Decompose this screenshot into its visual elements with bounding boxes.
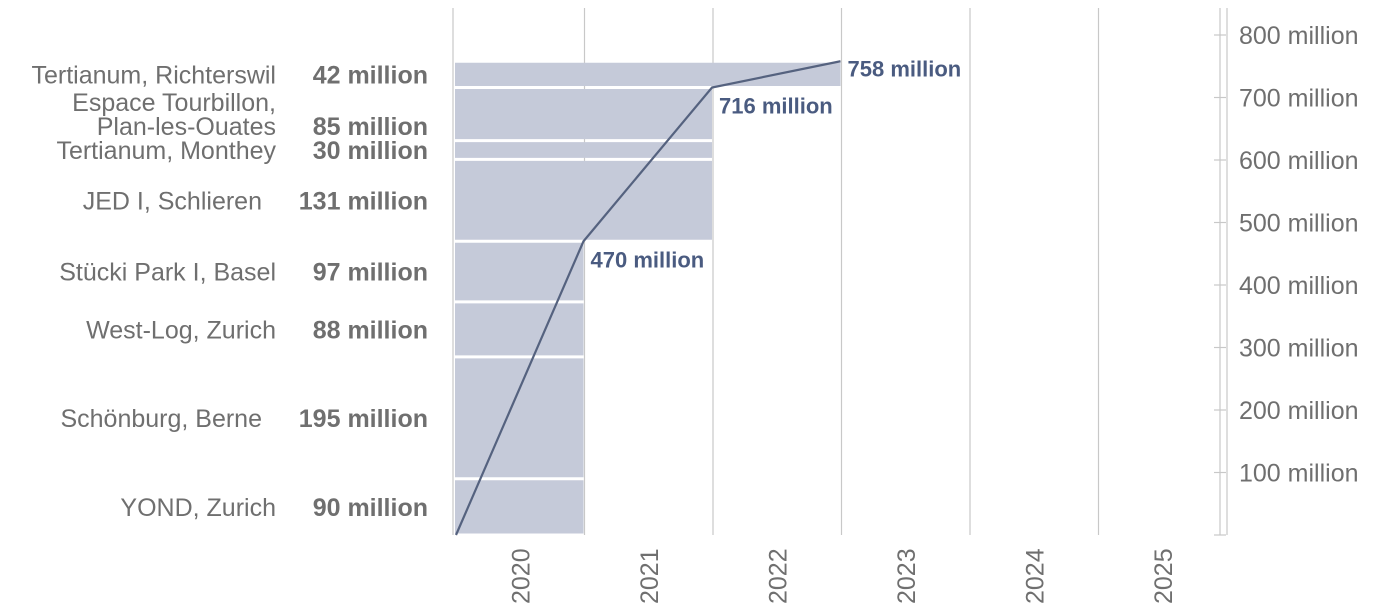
project-bar	[455, 142, 712, 158]
project-bar	[455, 62, 841, 86]
project-bar	[455, 480, 584, 534]
project-name-label: Tertianum, Richterswil	[31, 61, 276, 89]
cumulative-line	[454, 60, 841, 536]
x-axis: 2020 2021 2022 2023 2024 2025	[507, 548, 1178, 604]
y-axis-tick-label: 600 million	[1239, 147, 1359, 175]
project-amount-label: 131 million	[299, 187, 428, 215]
cumulative-value-label: 758 million	[848, 56, 962, 81]
project-name-label: JED I, Schlieren	[83, 187, 262, 215]
y-axis-tick-label: 300 million	[1239, 335, 1359, 363]
y-axis-tick-label: 500 million	[1239, 210, 1359, 238]
project-amount-label: 30 million	[313, 137, 428, 165]
x-axis-tick-label: 2023	[893, 548, 921, 604]
project-amount-label: 85 million	[313, 113, 428, 141]
project-name-label: Plan-les-Ouates	[97, 113, 276, 141]
project-amount-label: 195 million	[299, 405, 428, 433]
x-axis-tick-label: 2024	[1021, 548, 1049, 604]
cumulative-labels: 470 million 716 million 758 million	[591, 56, 962, 272]
project-labels: YOND, Zurich 90 million Schönburg, Berne 19…	[31, 61, 428, 522]
x-axis-tick-label: 2021	[636, 548, 664, 604]
project-amount-label: 90 million	[313, 494, 428, 522]
project-name-label: Stücki Park I, Basel	[59, 259, 276, 287]
y-axis-tick-label: 200 million	[1239, 397, 1359, 425]
project-name-label: West-Log, Zurich	[86, 316, 276, 344]
project-bar	[455, 160, 712, 240]
project-bar	[455, 358, 584, 478]
project-bar	[455, 303, 584, 356]
project-bars	[455, 62, 841, 534]
project-bar	[455, 89, 712, 140]
cumulative-value-label: 716 million	[719, 94, 833, 119]
project-name-label: Tertianum, Monthey	[56, 137, 276, 165]
project-name-label: YOND, Zurich	[120, 494, 276, 522]
x-axis-tick-label: 2025	[1150, 548, 1178, 604]
project-bar	[455, 242, 584, 301]
y-axis: 100 million 200 million 300 million 400 mil…	[1214, 8, 1359, 536]
y-axis-tick-label: 700 million	[1239, 85, 1359, 113]
y-axis-tick-label: 400 million	[1239, 272, 1359, 300]
y-axis-tick-label: 100 million	[1239, 460, 1359, 488]
cumulative-value-label: 470 million	[591, 247, 705, 272]
project-name-label: Espace Tourbillon,	[72, 89, 276, 117]
project-amount-label: 88 million	[313, 316, 428, 344]
y-axis-tick-label: 800 million	[1239, 22, 1359, 50]
x-axis-tick-label: 2020	[507, 548, 535, 604]
project-amount-label: 42 million	[313, 61, 428, 89]
cumulative-line-path	[454, 60, 841, 536]
project-name-label: Schönburg, Berne	[60, 405, 262, 433]
x-axis-tick-label: 2022	[764, 548, 792, 604]
project-amount-label: 97 million	[313, 259, 428, 287]
